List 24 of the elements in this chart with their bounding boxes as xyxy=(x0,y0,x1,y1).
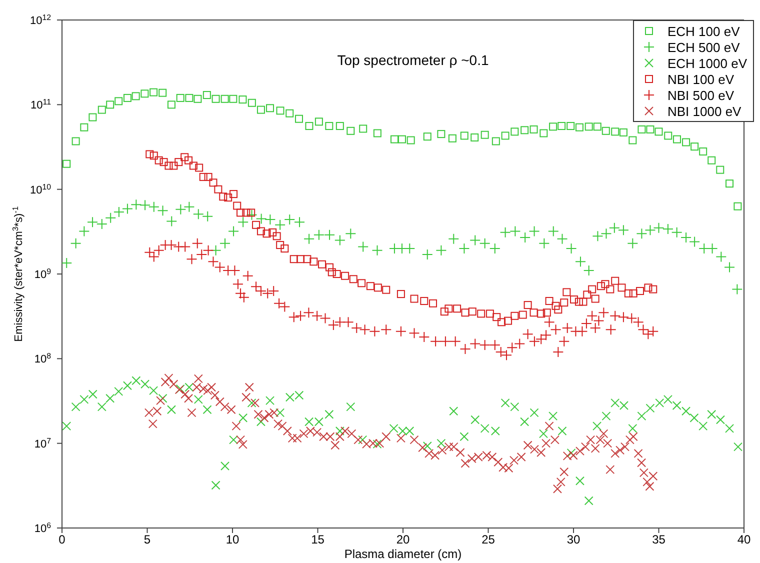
legend-label: ECH 500 eV xyxy=(668,40,740,54)
x-tick-label: 0 xyxy=(58,532,66,547)
x-tick-label: 20 xyxy=(396,532,410,547)
x-tick-label: 5 xyxy=(144,532,151,547)
y-tick-label: 10$^{12}$ xyxy=(30,12,51,27)
legend-label: NBI 500 eV xyxy=(668,88,734,102)
legend-label: ECH 100 eV xyxy=(668,24,740,38)
text: Top spectrometer ρ ~0.1 xyxy=(337,52,489,68)
x-axis-title: Plasma diameter (cm) xyxy=(344,547,462,561)
x-tick-label: 30 xyxy=(566,532,580,547)
y-tick-label: 10$^{9}$ xyxy=(34,266,52,281)
legend-label: NBI 1000 eV xyxy=(668,104,742,118)
x-tick-label: 15 xyxy=(311,532,325,547)
x-tick-label: 35 xyxy=(652,532,666,547)
y-tick-label: 10$^{11}$ xyxy=(30,97,52,112)
legend-label: NBI 100 eV xyxy=(668,72,734,86)
y-tick-label: 10$^{7}$ xyxy=(34,436,51,450)
x-tick-label: 25 xyxy=(482,532,496,547)
y-tick-label: 10$^{6}$ xyxy=(34,520,52,535)
y-tick-label: 10$^{8}$ xyxy=(34,351,52,366)
y-tick-label: 10$^{10}$ xyxy=(30,182,52,196)
x-tick-label: 10 xyxy=(226,532,240,547)
legend-label: ECH 1000 eV xyxy=(668,56,747,70)
x-tick-label: 40 xyxy=(737,532,751,547)
